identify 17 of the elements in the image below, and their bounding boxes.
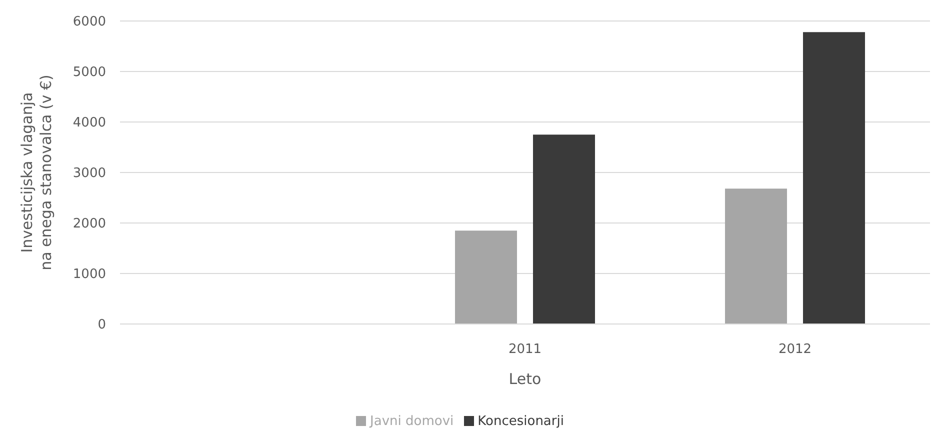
y-tick-label: 0 <box>98 318 106 333</box>
y-tick-label: 1000 <box>72 267 106 282</box>
legend-label: Javni domovi <box>370 414 454 429</box>
bar <box>533 134 595 324</box>
bar <box>725 188 787 324</box>
bar <box>455 230 517 324</box>
x-tick-label: 2011 <box>508 342 542 358</box>
y-tick-label: 6000 <box>72 14 106 30</box>
bar <box>803 32 865 324</box>
y-tick-label: 2000 <box>72 216 106 232</box>
y-tick-label: 4000 <box>72 116 106 131</box>
y-axis-title: Investicijska vlaganja na enega stanovalca (v €) <box>18 74 55 270</box>
x-tick-label: 2012 <box>778 342 812 358</box>
legend-label: Koncesionarji <box>478 414 564 429</box>
y-tick-label: 5000 <box>72 65 106 80</box>
y-tick-label: 3000 <box>72 166 106 182</box>
x-axis-title: Leto <box>508 370 542 388</box>
